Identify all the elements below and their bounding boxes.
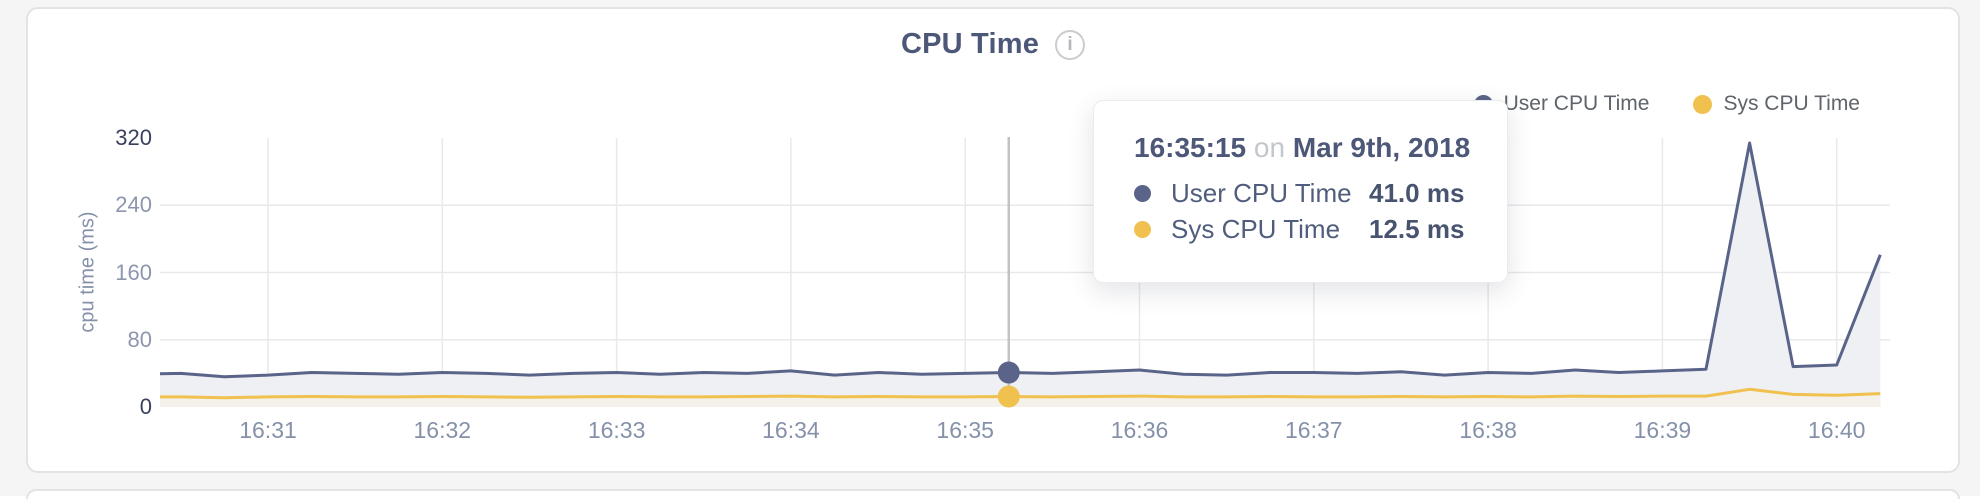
tooltip-row-value: 41.0 ms bbox=[1369, 178, 1465, 208]
x-axis-tick-label: 16:37 bbox=[1285, 417, 1343, 443]
legend-item-sys-cpu-time[interactable]: Sys CPU Time bbox=[1693, 92, 1860, 116]
next-panel-edge bbox=[26, 489, 1960, 499]
info-icon[interactable]: i bbox=[1055, 29, 1086, 60]
x-axis-tick-label: 16:39 bbox=[1633, 417, 1692, 443]
x-axis-tick-label: 16:35 bbox=[936, 417, 994, 443]
legend-label: Sys CPU Time bbox=[1723, 92, 1860, 115]
tooltip-row-value: 12.5 ms bbox=[1369, 214, 1465, 244]
info-icon-glyph: i bbox=[1067, 33, 1073, 55]
user-cpu-area bbox=[160, 143, 1881, 407]
hover-point-user bbox=[997, 361, 1020, 384]
tooltip-row-user: User CPU Time 41.0 ms bbox=[1134, 175, 1479, 211]
sys-series-dot-icon bbox=[1693, 94, 1713, 114]
tooltip-row-label: User CPU Time bbox=[1171, 178, 1352, 208]
user-series-dot-icon bbox=[1134, 184, 1151, 202]
y-axis-tick-label: 160 bbox=[115, 259, 152, 285]
y-axis-tick-label: 0 bbox=[139, 394, 152, 419]
y-axis-tick-label: 240 bbox=[115, 192, 152, 218]
tooltip-title: 16:35:15 on Mar 9th, 2018 bbox=[1134, 131, 1479, 165]
x-axis-tick-label: 16:40 bbox=[1807, 417, 1866, 443]
x-axis-tick-label: 16:32 bbox=[413, 417, 472, 443]
sys-series-dot-icon bbox=[1134, 220, 1151, 238]
legend-label: User CPU Time bbox=[1503, 92, 1650, 115]
chart-tooltip: 16:35:15 on Mar 9th, 2018 User CPU Time … bbox=[1093, 100, 1508, 283]
x-axis-tick-label: 16:33 bbox=[587, 417, 646, 443]
panel-header: CPU Time i bbox=[26, 28, 1960, 61]
tooltip-time: 16:35:15 bbox=[1134, 132, 1247, 163]
sys-cpu-area bbox=[160, 389, 1881, 407]
hover-point-sys bbox=[997, 385, 1020, 408]
tooltip-row-label: Sys CPU Time bbox=[1171, 214, 1341, 244]
panel-title: CPU Time bbox=[900, 28, 1040, 60]
tooltip-date: Mar 9th, 2018 bbox=[1292, 132, 1471, 163]
x-axis-tick-label: 16:38 bbox=[1459, 417, 1517, 443]
x-axis-tick-label: 16:36 bbox=[1110, 417, 1169, 443]
y-axis-tick-label: 80 bbox=[127, 326, 152, 352]
tooltip-row-sys: Sys CPU Time 12.5 ms bbox=[1134, 211, 1479, 247]
tooltip-connector: on bbox=[1253, 132, 1286, 163]
x-axis-tick-label: 16:31 bbox=[239, 417, 297, 443]
y-axis-tick-label: 320 bbox=[115, 125, 152, 150]
x-axis-tick-label: 16:34 bbox=[762, 417, 820, 443]
